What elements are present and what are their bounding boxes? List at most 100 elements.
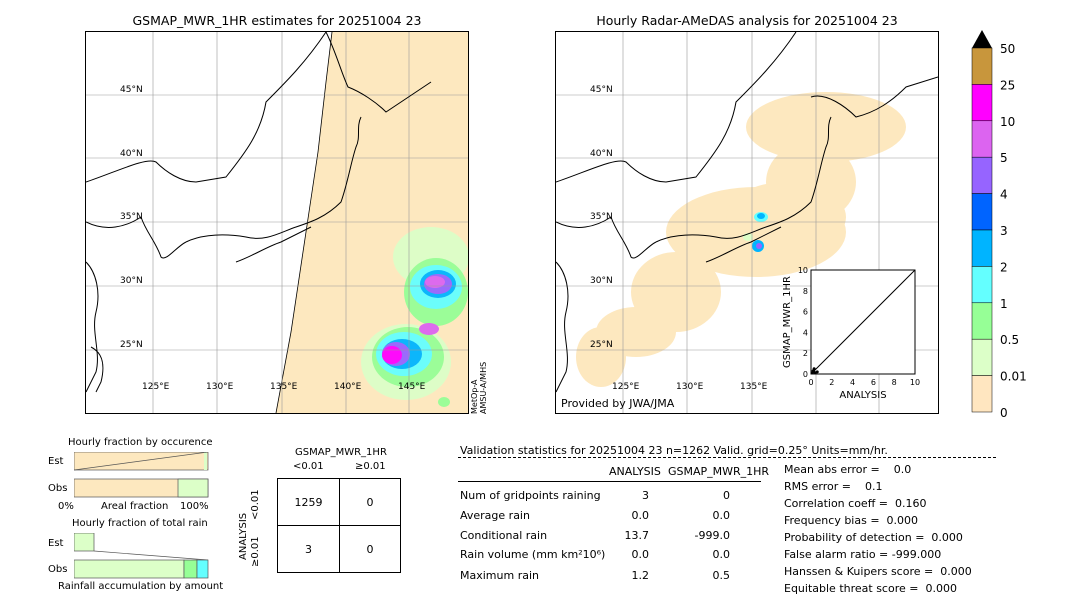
row-gsmap-1: 0.0 (712, 509, 731, 522)
occ-bar-est-rain (204, 452, 207, 470)
validation-header: Validation statistics for 20251004 23 n=… (460, 444, 888, 457)
scatter-xtick-1: 2 (829, 378, 834, 387)
validation-divider (458, 457, 996, 458)
graticule (86, 32, 468, 413)
score-6: Hanssen & Kuipers score = 0.000 (784, 565, 972, 578)
rain-label-est: Est (48, 538, 64, 549)
occ-bar-obs-rain (177, 478, 209, 498)
left-map-title: GSMAP_MWR_1HR estimates for 20251004 23 (132, 13, 422, 28)
lon-label-125: 125°E (142, 382, 170, 392)
row-analysis-2: 13.7 (624, 529, 650, 542)
lat-label-45: 45°N (590, 85, 613, 95)
row-label-3: Rain volume (mm km²10⁶) (460, 548, 606, 561)
lat-label-30: 30°N (590, 276, 613, 286)
row-label-1: Average rain (460, 509, 530, 522)
colorbar-box-8 (971, 338, 993, 376)
occ-axis-left: 0% (58, 501, 74, 512)
scatter-points (810, 367, 819, 375)
scatter-point-4 (815, 370, 819, 374)
scatter-inset: 0 2 4 6 8 10 0 2 4 6 8 10 ANALYSIS GSMAP_MWR_1HR (782, 266, 920, 401)
scatter-ytick-0: 0 (803, 370, 808, 379)
scatter-xtick-5: 10 (910, 378, 920, 387)
cell-fn: 3 (305, 543, 312, 556)
radar-rain (743, 212, 768, 252)
colorbar: 50 25 10 5 4 3 2 1 0.5 0.01 0 (971, 30, 1027, 420)
row-gsmap-0: 0 (723, 489, 730, 502)
scatter-ytick-2: 4 (803, 328, 808, 337)
colorbar-box-9 (971, 375, 993, 413)
total-rain-title: Hourly fraction of total rain (72, 518, 208, 529)
coastline (86, 32, 432, 393)
rain-label-obs: Obs (48, 564, 68, 575)
occ-axis-right: 100% (180, 501, 209, 512)
lat-label-40: 40°N (120, 149, 143, 159)
row-gsmap-4: 0.5 (712, 569, 731, 582)
lat-label-45: 45°N (120, 85, 143, 95)
colorbar-box-3 (971, 156, 993, 194)
score-2: Correlation coeff = 0.160 (784, 497, 927, 510)
contingency-col-2: ≥0.01 (355, 461, 386, 472)
row-analysis-0: 3 (642, 489, 649, 502)
colorbar-box-5 (971, 229, 993, 267)
scatter-diagonal (810, 269, 916, 375)
data-credit: Provided by JWA/JMA (561, 397, 675, 410)
lon-label-135: 135°E (270, 382, 298, 392)
coastline (556, 32, 938, 393)
lon-label-125: 125°E (612, 382, 640, 392)
contingency-col-1: <0.01 (293, 461, 324, 472)
scatter-xtick-0: 0 (808, 378, 813, 387)
scatter-ytick-1: 2 (803, 349, 808, 358)
colorbar-overflow-arrow (972, 30, 992, 48)
scatter-ticks: 0 2 4 6 8 10 0 2 4 6 8 10 (798, 266, 920, 387)
rain-bar-est (74, 533, 95, 552)
lon-label-145: 145°E (398, 382, 426, 392)
rain-bar-obs-low (74, 559, 185, 579)
rain-bar-obs-high (196, 559, 209, 579)
cell-tn: 1259 (294, 496, 323, 509)
score-4: Probability of detection = 0.000 (784, 531, 963, 544)
scatter-ytick-5: 10 (798, 266, 808, 275)
colorbar-box-2 (971, 120, 993, 158)
colorbar-box-4 (971, 193, 993, 231)
lat-label-40: 40°N (590, 149, 613, 159)
scatter-ytick-3: 6 (803, 308, 808, 317)
left-map: 45°N 40°N 35°N 30°N 25°N 125°E 130°E 135… (85, 31, 469, 414)
cell-tp: 0 (366, 543, 374, 556)
colorbar-label-3: 5 (1000, 151, 1008, 165)
scatter-xtick-4: 8 (892, 378, 897, 387)
lat-label-25: 25°N (120, 340, 143, 350)
row-gsmap-3: 0.0 (712, 548, 731, 561)
scatter-ytick-4: 8 (803, 287, 808, 296)
score-7: Equitable threat score = 0.000 (784, 582, 957, 595)
lat-label-30: 30°N (120, 276, 143, 286)
colorbar-label-8: 0.5 (1000, 333, 1019, 347)
colorbar-label-10: 0 (1000, 406, 1008, 420)
col-gsmap: GSMAP_MWR_1HR (668, 465, 770, 478)
colorbar-labels: 50 25 10 5 4 3 2 1 0.5 0.01 0 (1000, 42, 1027, 420)
row-gsmap-2: -999.0 (694, 529, 730, 542)
colorbar-label-9: 0.01 (1000, 370, 1027, 384)
columns-underline (458, 481, 761, 482)
scatter-point-5 (812, 367, 816, 371)
lat-label-35: 35°N (590, 212, 613, 222)
score-0: Mean abs error = 0.0 (784, 463, 912, 476)
occ-label-obs: Obs (48, 483, 68, 494)
colorbar-boxes (971, 47, 993, 413)
right-map: 45°N 40°N 35°N 30°N 25°N 125°E 130°E 135… (555, 31, 939, 414)
colorbar-box-7 (971, 302, 993, 340)
rain-axis-label: Rainfall accumulation by amount (58, 581, 224, 592)
colorbar-box-1 (971, 84, 993, 122)
right-map-title: Hourly Radar-AMeDAS analysis for 2025100… (596, 13, 898, 28)
row-label-0: Num of gridpoints raining (460, 489, 601, 502)
cell-fp: 0 (366, 496, 374, 509)
scatter-xtick-3: 6 (871, 378, 876, 387)
score-1: RMS error = 0.1 (784, 480, 883, 493)
total-rain-chart (74, 533, 209, 579)
lon-label-135: 135°E (740, 382, 768, 392)
contingency-grid: 1259 0 3 0 (277, 478, 401, 573)
contingency-title: GSMAP_MWR_1HR (295, 447, 387, 458)
colorbar-label-0: 50 (1000, 42, 1015, 56)
rain-bar-obs-mid (183, 559, 198, 579)
row-analysis-3: 0.0 (631, 548, 650, 561)
scatter-xtick-2: 4 (850, 378, 855, 387)
